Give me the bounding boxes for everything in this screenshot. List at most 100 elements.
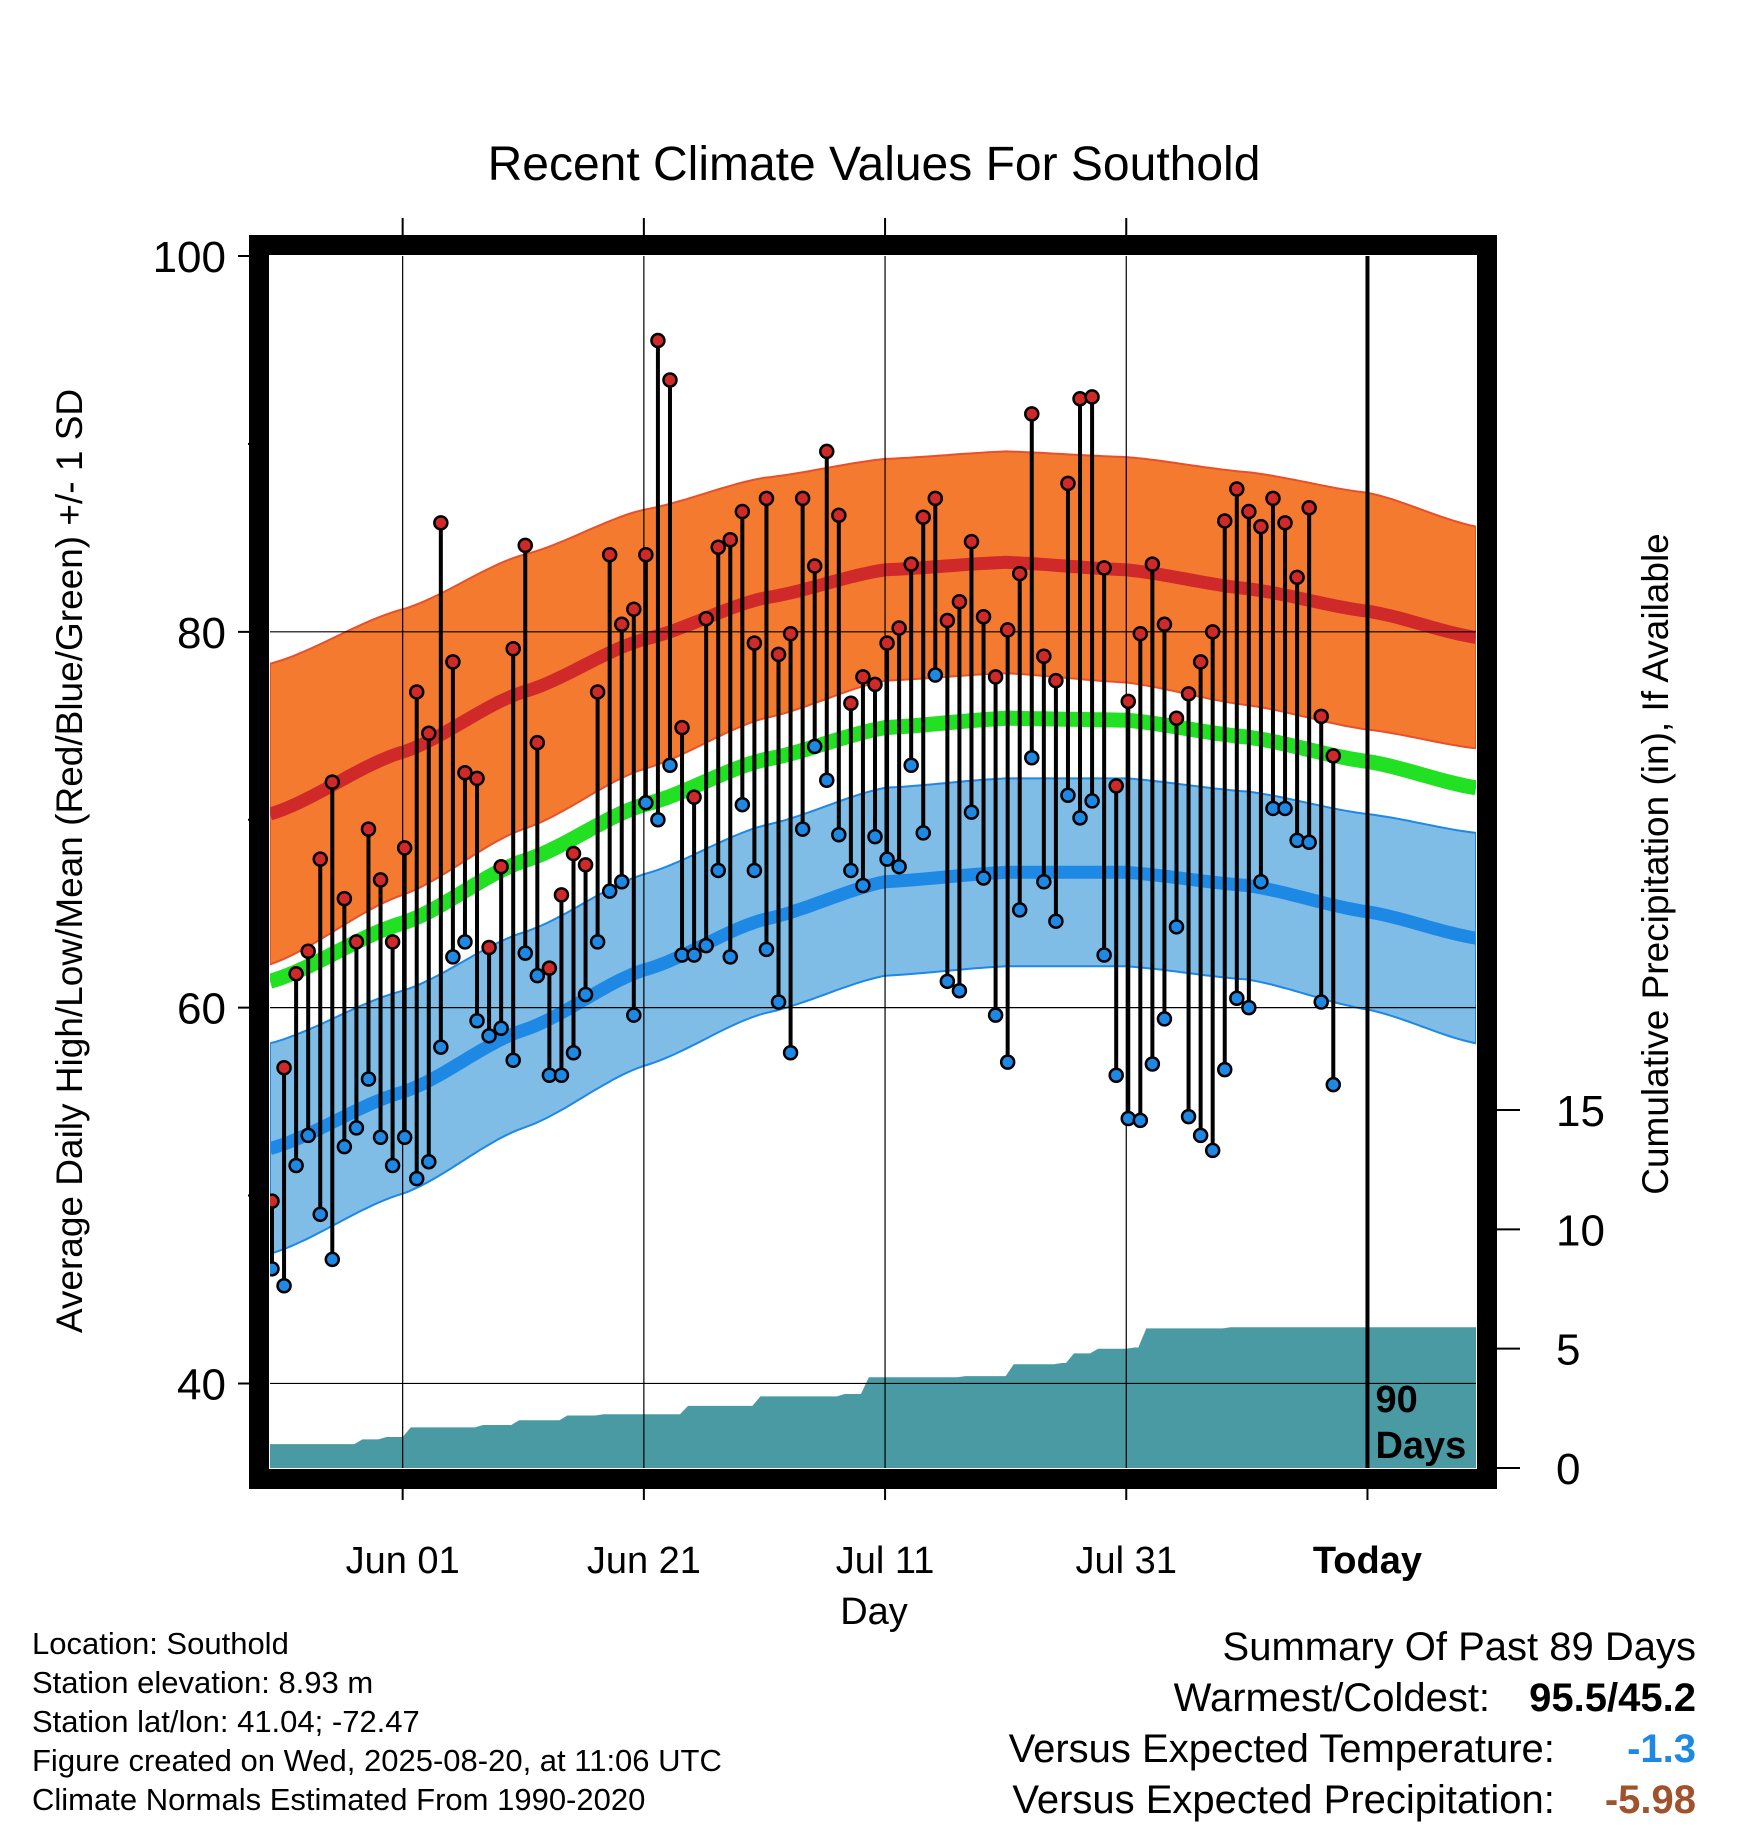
daily-low-point — [903, 757, 919, 773]
daily-high-point — [445, 654, 461, 670]
daily-low-point — [1253, 873, 1269, 890]
daily-high-point — [758, 490, 775, 507]
daily-low-point — [879, 851, 895, 867]
daily-high-point — [722, 531, 739, 548]
daily-high-point — [951, 593, 968, 610]
temp-dev-label: Versus Expected Temperature: — [1008, 1727, 1555, 1771]
daily-high-point — [843, 695, 859, 711]
daily-low-point — [1180, 1108, 1197, 1125]
daily-low-point — [1072, 810, 1088, 826]
daily-high-point — [1325, 748, 1342, 764]
daily-low-point — [927, 667, 944, 683]
x-tick-label: Jul 31 — [1076, 1540, 1177, 1582]
daily-high-point — [1180, 686, 1197, 702]
y-tick-label: 100 — [153, 233, 226, 282]
daily-high-point — [1132, 625, 1149, 642]
precip-tick-label: 5 — [1556, 1326, 1580, 1375]
daily-high-point — [601, 547, 618, 563]
daily-low-point — [529, 967, 546, 984]
daily-low-point — [1192, 1127, 1209, 1144]
daily-low-point — [324, 1251, 341, 1268]
daily-low-point — [819, 772, 835, 789]
warm-label: Warmest/Coldest: — [1173, 1676, 1491, 1720]
daily-low-point — [270, 1261, 280, 1277]
daily-low-point — [589, 934, 606, 950]
daily-low-point — [1048, 913, 1064, 929]
daily-low-point — [686, 947, 702, 963]
daily-high-point — [384, 934, 401, 950]
daily-low-point — [384, 1157, 401, 1174]
daily-high-point — [987, 669, 1004, 685]
daily-low-point — [710, 862, 726, 879]
summary-temp-row: Versus Expected Temperature: -1.3 — [1009, 1724, 1696, 1775]
daily-low-point — [1108, 1067, 1124, 1084]
daily-high-point — [1241, 503, 1257, 520]
precip-dev-label: Versus Expected Precipitation: — [1012, 1778, 1555, 1822]
daily-low-point — [565, 1044, 582, 1061]
daily-low-point — [915, 825, 931, 841]
daily-low-point — [1216, 1061, 1233, 1078]
daily-low-point — [613, 873, 630, 890]
daily-high-point — [529, 734, 546, 751]
daily-high-point — [517, 537, 534, 554]
daily-high-point — [1253, 518, 1269, 535]
daily-high-point — [806, 558, 823, 574]
precip-tick-label: 15 — [1556, 1087, 1605, 1136]
daily-low-point — [806, 738, 823, 755]
daily-high-point — [481, 939, 497, 956]
daily-low-point — [855, 877, 871, 894]
daily-low-point — [348, 1120, 365, 1136]
daily-low-point — [1096, 947, 1112, 963]
daily-high-point — [565, 845, 582, 862]
daily-high-point — [855, 669, 871, 685]
daily-low-point — [867, 828, 883, 845]
warm-value: 95.5/45.2 — [1529, 1676, 1696, 1720]
daily-high-point — [879, 635, 895, 651]
daily-high-point — [324, 774, 341, 790]
plot-frame — [249, 235, 1497, 1489]
daily-high-point — [963, 533, 980, 550]
daily-low-point — [408, 1170, 425, 1187]
daily-low-point — [276, 1277, 292, 1294]
y-axis-label-right: Cumulative Precipitation (in), If Availa… — [1635, 533, 1676, 1195]
daily-high-point — [1024, 406, 1040, 422]
daily-high-point — [903, 556, 919, 572]
chart-title: Recent Climate Values For Southold — [488, 138, 1261, 191]
daily-low-point — [963, 804, 980, 820]
daily-high-point — [1301, 500, 1317, 516]
daily-low-point — [1036, 873, 1052, 890]
summary-title: Summary Of Past 89 Days — [1222, 1625, 1696, 1669]
daily-high-point — [638, 547, 654, 563]
daily-high-point — [999, 622, 1016, 638]
daily-high-point — [1084, 389, 1100, 405]
precipitation-area — [270, 1326, 1476, 1468]
daily-low-point — [794, 821, 811, 837]
daily-low-point — [951, 982, 968, 999]
daily-low-point — [770, 994, 787, 1010]
daily-high-point — [1096, 560, 1112, 576]
x-tick-label: Jul 11 — [836, 1540, 935, 1582]
daily-low-point — [1229, 990, 1245, 1006]
precip-dev-value: -5.98 — [1604, 1778, 1696, 1822]
daily-low-point — [553, 1067, 570, 1084]
daily-high-point — [1060, 475, 1076, 492]
daily-low-point — [457, 934, 473, 950]
daily-high-point — [794, 490, 811, 507]
daily-low-point — [1168, 919, 1185, 935]
daily-high-point — [734, 503, 751, 520]
daily-low-point — [1301, 834, 1317, 851]
daily-high-point — [493, 858, 509, 875]
daily-high-point — [831, 507, 847, 524]
high-normal-line — [270, 555, 1476, 821]
normals-text: Climate Normals Estimated From 1990-2020 — [32, 1782, 646, 1817]
summary-panel: Summary Of Past 89 Days Warmest/Coldest:… — [1009, 1622, 1696, 1826]
daily-high-point — [276, 1060, 292, 1076]
daily-low-point — [336, 1138, 353, 1155]
daily-low-point — [493, 1020, 509, 1037]
daily-high-point — [288, 966, 304, 982]
daily-low-point — [782, 1044, 799, 1061]
daily-high-point — [710, 539, 726, 556]
daily-high-point — [698, 610, 714, 627]
